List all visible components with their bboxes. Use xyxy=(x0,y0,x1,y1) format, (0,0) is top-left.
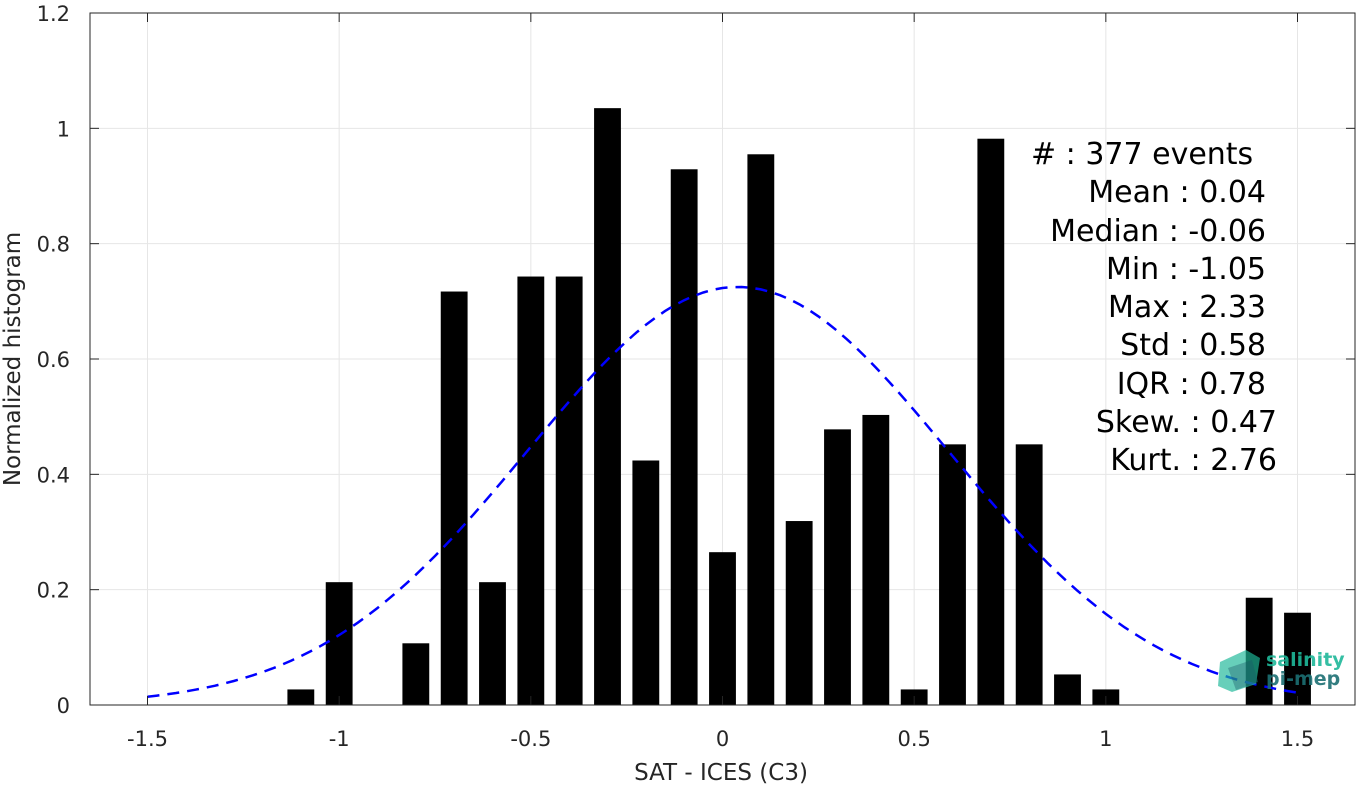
y-tick-label: 0.4 xyxy=(37,463,70,487)
x-tick-label: -1.5 xyxy=(127,727,168,751)
stat-kurt: Kurt. : 2.76 xyxy=(1110,443,1277,478)
stat-median: Median : -0.06 xyxy=(1050,214,1266,249)
histogram-bar xyxy=(555,276,583,705)
stat-count: # : 377 events xyxy=(1031,137,1253,172)
stat-mean: Mean : 0.04 xyxy=(1088,175,1266,210)
x-tick-label: 1 xyxy=(1099,727,1112,751)
histogram-bar xyxy=(1284,612,1311,705)
histogram-bar xyxy=(632,460,660,705)
histogram-bar xyxy=(594,108,621,705)
y-tick-label: 0.8 xyxy=(37,233,70,257)
histogram-bar xyxy=(785,521,813,705)
histogram-bar xyxy=(824,429,851,705)
x-tick-label: 1.5 xyxy=(1281,727,1314,751)
y-tick-label: 0.2 xyxy=(37,579,70,603)
x-axis-label: SAT - ICES (C3) xyxy=(634,760,808,785)
x-tick-label: -0.5 xyxy=(510,727,551,751)
x-tick-labels: -1.5 -1 -0.5 0 0.5 1 1.5 xyxy=(127,727,1314,751)
histogram-bar xyxy=(1054,674,1081,705)
logo-mark-icon xyxy=(1218,650,1260,692)
stat-std: Std : 0.58 xyxy=(1120,328,1266,363)
histogram-bar xyxy=(1015,444,1043,705)
bars xyxy=(287,108,1311,706)
logo-mark-shade-icon xyxy=(1228,660,1258,690)
y-tick-labels: 0 0.2 0.4 0.6 0.8 1 1.2 xyxy=(37,2,70,718)
stat-iqr: IQR : 0.78 xyxy=(1117,367,1266,402)
y-tick-label: 0.6 xyxy=(37,348,70,372)
histogram-bar xyxy=(709,552,736,705)
histogram-bar xyxy=(977,138,1005,706)
x-tick-label: -1 xyxy=(329,727,350,751)
statistics-annotation: # : 377 events Mean : 0.04 Median : -0.0… xyxy=(1031,137,1277,478)
x-tick-label: 0 xyxy=(716,727,729,751)
histogram-bar xyxy=(670,169,698,705)
stat-max: Max : 2.33 xyxy=(1108,290,1266,325)
stat-min: Min : -1.05 xyxy=(1106,252,1266,287)
histogram-bar xyxy=(747,154,775,706)
histogram-bar xyxy=(440,291,468,705)
histogram-bar xyxy=(517,276,545,705)
histogram-bar xyxy=(402,643,430,705)
gaussian-fit-curve xyxy=(147,285,1298,698)
histogram-bar xyxy=(939,444,966,705)
histogram-bar xyxy=(862,414,890,705)
histogram-bar xyxy=(325,582,353,705)
logo-text-line2: pi-mep xyxy=(1266,668,1340,690)
axis-ticks xyxy=(90,12,1355,706)
x-tick-label: 0.5 xyxy=(897,727,930,751)
stat-skew: Skew. : 0.47 xyxy=(1096,405,1277,440)
y-tick-label: 1 xyxy=(57,117,70,141)
histogram-bar xyxy=(287,689,315,705)
salinity-pimep-logo: salinity pi-mep xyxy=(1218,649,1345,692)
y-axis-label: Normalized histogram xyxy=(0,232,26,486)
histogram-bar xyxy=(479,582,506,705)
y-tick-label: 0 xyxy=(57,694,70,718)
logo-text-line1: salinity xyxy=(1266,649,1345,671)
y-tick-label: 1.2 xyxy=(37,2,70,26)
